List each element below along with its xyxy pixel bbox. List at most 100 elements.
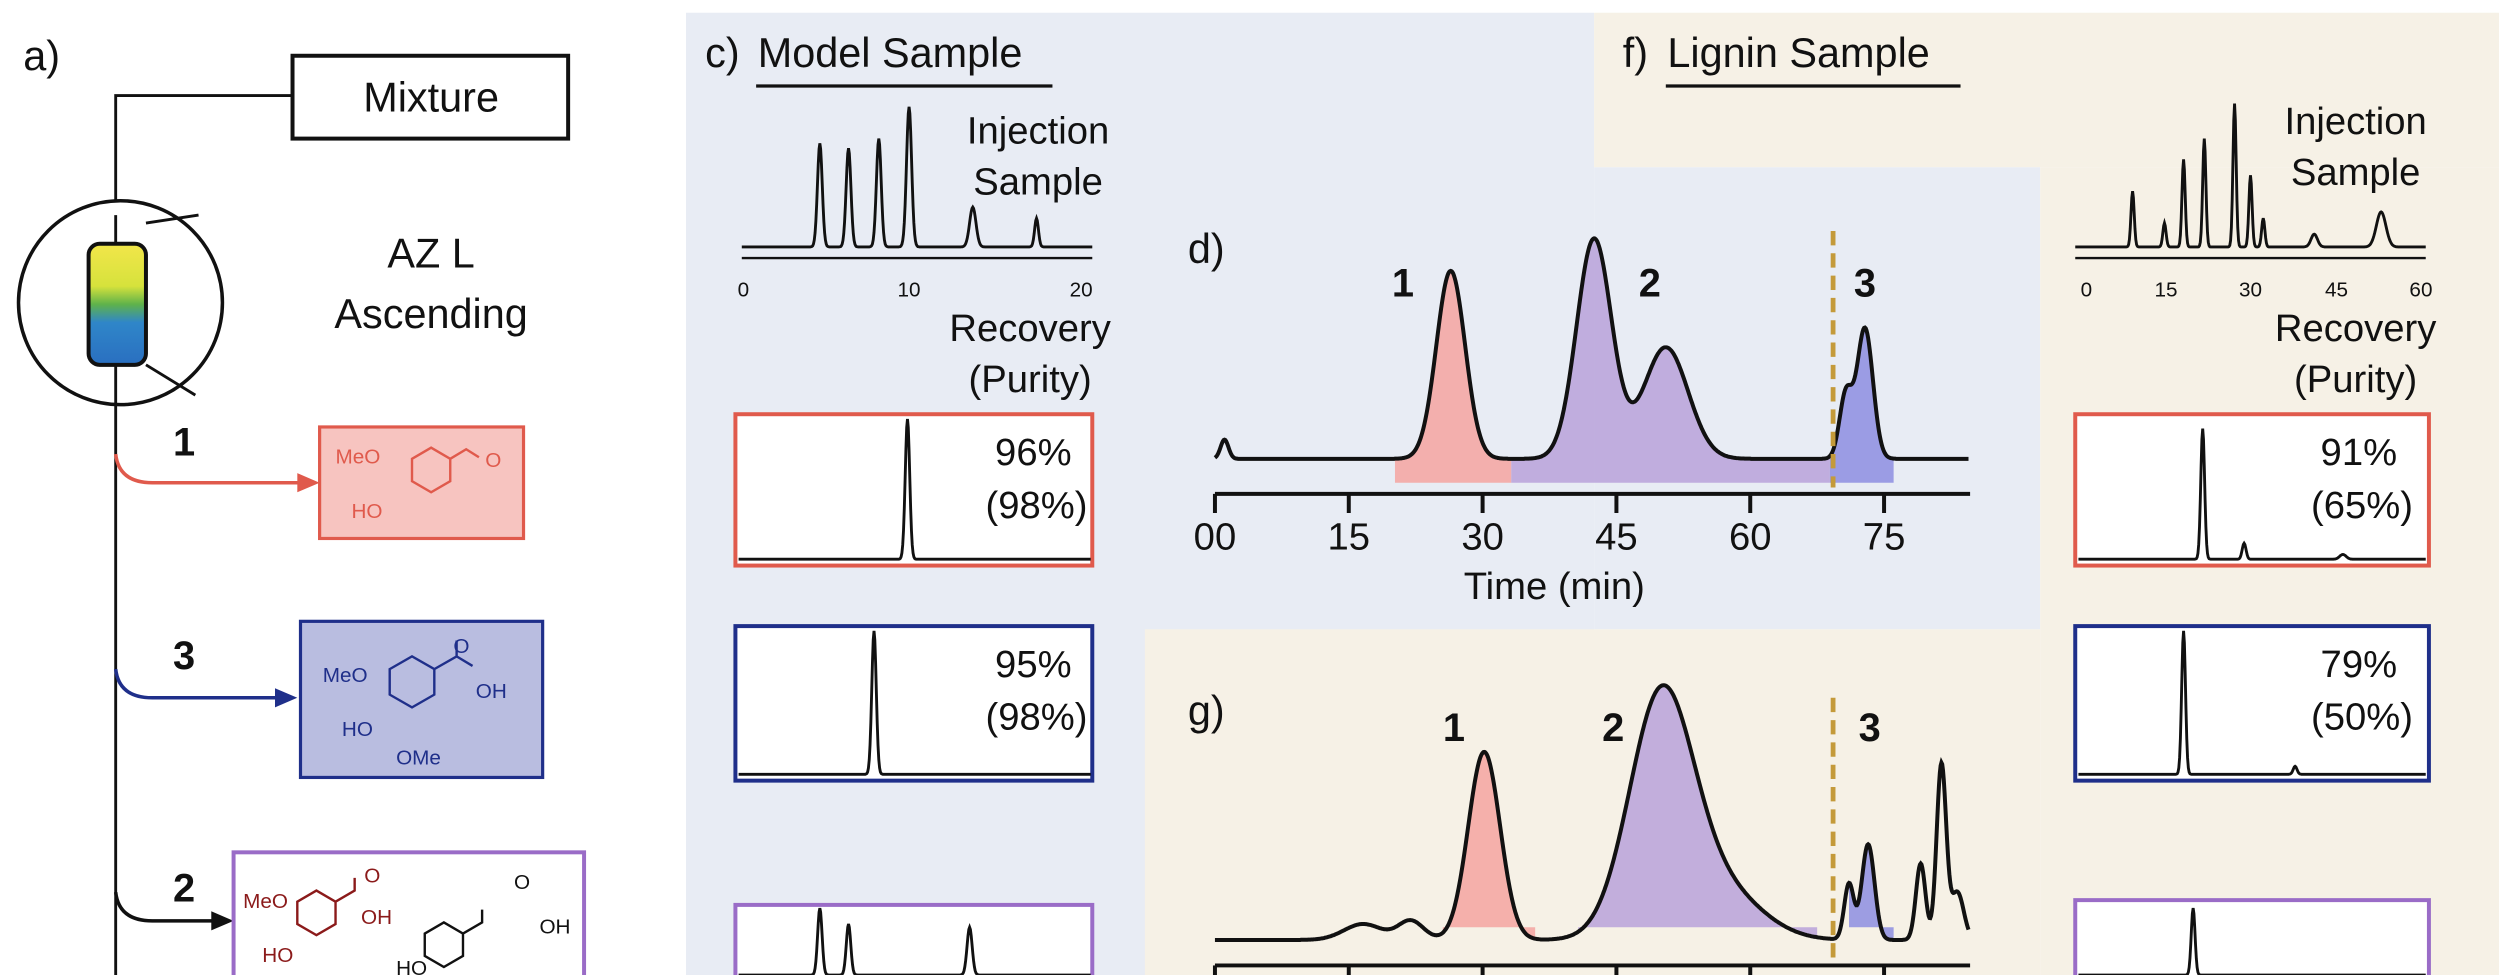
chromatogram bbox=[2078, 428, 2426, 561]
fraction-area bbox=[1442, 751, 1536, 939]
atom: O bbox=[453, 635, 469, 658]
recovery-label: Recovery bbox=[949, 307, 1111, 350]
atom: HO bbox=[342, 718, 373, 741]
atom: OH bbox=[361, 906, 392, 929]
panel-label: c) bbox=[705, 30, 740, 76]
atom: HO bbox=[351, 500, 382, 523]
purity-value: (65%) bbox=[2311, 484, 2413, 527]
tick-label: 45 bbox=[2325, 278, 2348, 301]
tick-label: 00 bbox=[1194, 516, 1237, 559]
recovery-label: Recovery bbox=[2275, 307, 2437, 350]
tube bbox=[114, 94, 293, 216]
panel-label: f) bbox=[1623, 30, 1648, 76]
mixture-label: Mixture bbox=[363, 75, 499, 121]
column bbox=[86, 241, 148, 367]
arrow bbox=[297, 473, 320, 493]
recovery-label: (Purity) bbox=[2294, 358, 2417, 401]
structure bbox=[296, 877, 356, 937]
bg-lignin bbox=[2040, 167, 2500, 975]
panel-title: Lignin Sample bbox=[1667, 30, 1929, 76]
purity-value: (98%) bbox=[986, 484, 1088, 527]
chromatogram bbox=[2075, 103, 2426, 249]
compound-box bbox=[231, 850, 587, 975]
tick-label: 60 bbox=[1729, 516, 1772, 559]
fraction-box bbox=[733, 412, 1095, 568]
tick-label: 0 bbox=[738, 278, 750, 301]
fraction-box bbox=[733, 902, 1095, 975]
recovery-value: 91% bbox=[2321, 431, 2398, 474]
tick-label: 30 bbox=[1461, 516, 1504, 559]
tick-label: 45 bbox=[1595, 516, 1638, 559]
tick-label: 0 bbox=[2081, 278, 2093, 301]
bg-lignin bbox=[1594, 12, 2500, 168]
arrow bbox=[211, 911, 234, 931]
branch bbox=[113, 668, 282, 700]
fraction-box bbox=[2073, 624, 2431, 783]
peak-label: 2 bbox=[1639, 261, 1661, 305]
mixture-box bbox=[290, 53, 571, 141]
recovery-value: 95% bbox=[995, 643, 1071, 686]
fraction-area bbox=[1511, 238, 1830, 483]
chromatogram bbox=[1214, 683, 1971, 942]
atom: MeO bbox=[323, 664, 368, 687]
fraction-label: 2 bbox=[173, 867, 195, 911]
panel-label: d) bbox=[1188, 226, 1225, 272]
recovery-value: 79% bbox=[2321, 643, 2398, 686]
injection-label: Injection bbox=[967, 109, 1109, 152]
atom: O bbox=[514, 871, 530, 894]
peak-label: 2 bbox=[1602, 706, 1624, 750]
atom: MeO bbox=[243, 890, 288, 913]
branch bbox=[113, 453, 304, 485]
tube bbox=[114, 213, 199, 975]
atom: HO bbox=[262, 944, 293, 967]
fraction-box bbox=[2073, 898, 2431, 975]
chromatogram bbox=[2078, 630, 2426, 776]
fraction-label: 1 bbox=[173, 421, 195, 465]
atom: O bbox=[364, 865, 380, 888]
tick-label: 15 bbox=[2155, 278, 2178, 301]
panel-title: Model Sample bbox=[758, 30, 1023, 76]
fraction-box bbox=[733, 624, 1095, 783]
atom: MeO bbox=[336, 446, 381, 469]
arrow bbox=[275, 688, 298, 708]
peak-label: 1 bbox=[1443, 706, 1465, 750]
compound-box bbox=[298, 619, 545, 780]
column-label: Ascending bbox=[334, 291, 527, 337]
tick-label: 30 bbox=[2239, 278, 2262, 301]
peak-label: 3 bbox=[1854, 261, 1876, 305]
structure bbox=[388, 640, 474, 709]
purity-value: (50%) bbox=[2311, 696, 2413, 739]
atom: OMe bbox=[396, 747, 441, 770]
purity-value: (98%) bbox=[986, 696, 1088, 739]
branch bbox=[113, 891, 218, 923]
recovery-value: 96% bbox=[995, 431, 1071, 474]
tick-label: 60 bbox=[2409, 278, 2432, 301]
recovery-label: (Purity) bbox=[969, 358, 1092, 401]
atom: O bbox=[485, 449, 501, 472]
panel-label: a) bbox=[23, 33, 60, 79]
atom: HO bbox=[396, 957, 427, 975]
compound-box bbox=[318, 425, 526, 541]
tick-label: 15 bbox=[1328, 516, 1371, 559]
chromatogram bbox=[1213, 236, 1969, 461]
peak-label: 1 bbox=[1392, 261, 1414, 305]
tick-label: 10 bbox=[898, 278, 921, 301]
panel-label: g) bbox=[1188, 688, 1225, 734]
fraction-area bbox=[1849, 844, 1894, 940]
atom: OH bbox=[476, 680, 507, 703]
tick-label: 20 bbox=[1070, 278, 1093, 301]
tick-label: 75 bbox=[1863, 516, 1906, 559]
chromatogram bbox=[738, 630, 1091, 776]
fraction-area bbox=[1829, 327, 1894, 483]
chromatogram bbox=[738, 418, 1091, 561]
peak-label: 3 bbox=[1859, 706, 1881, 750]
atom: OH bbox=[539, 916, 570, 939]
injection-label: Sample bbox=[973, 160, 1103, 203]
structure bbox=[423, 909, 484, 969]
injection-label: Injection bbox=[2284, 100, 2426, 143]
chromatogram bbox=[741, 106, 1093, 249]
fraction-box bbox=[2073, 412, 2431, 568]
fraction-area bbox=[1578, 685, 1818, 938]
